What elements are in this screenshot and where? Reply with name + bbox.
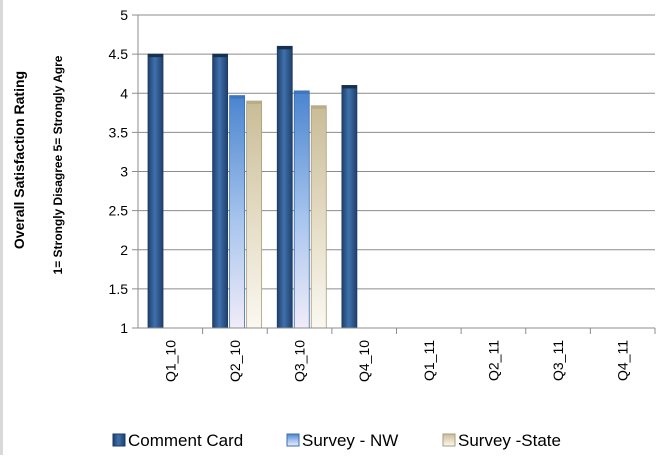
x-tick-label: Q3_10: [292, 340, 308, 382]
bar-comment-card: [147, 53, 164, 329]
bar-survey-nw: [293, 90, 310, 329]
legend-label: Survey -State: [458, 431, 561, 450]
y-tick-label: 1: [120, 320, 128, 336]
left-border: [0, 0, 3, 455]
y-axis-subtitle: 1= Strongly Disagree 5= Strongly Agre: [51, 55, 65, 274]
bar-cap: [148, 54, 163, 58]
legend-label: Comment Card: [128, 431, 243, 450]
bar-cap: [294, 90, 310, 94]
bar-survey-state: [310, 105, 327, 329]
x-tick-label: Q1_11: [421, 340, 437, 381]
bar-comment-card: [212, 53, 229, 329]
y-tick-label: 2: [120, 242, 128, 258]
bar-cap: [341, 85, 357, 89]
bar-comment-card: [341, 85, 358, 329]
bar-cap: [277, 46, 293, 50]
x-tick-label: Q3_11: [550, 340, 566, 381]
y-tick-label: 4.5: [109, 46, 129, 62]
bar-comment-card: [276, 45, 293, 329]
bar-cap: [246, 101, 262, 105]
legend-swatch: [442, 433, 456, 447]
legend-label: Survey - NW: [302, 431, 398, 450]
bar-survey-state: [246, 100, 263, 329]
x-tick-label: Q4_11: [615, 340, 631, 381]
x-tick-label: Q2_11: [485, 340, 501, 381]
bar-cap: [212, 54, 228, 58]
y-tick-label: 3: [120, 164, 128, 180]
legend-swatch: [286, 433, 300, 447]
bar-survey-nw: [229, 95, 246, 329]
y-tick-label: 2.5: [109, 203, 129, 219]
y-tick-label: 5: [120, 7, 128, 23]
y-tick-label: 4: [120, 85, 128, 101]
bar-cap: [311, 105, 327, 109]
x-tick-label: Q2_10: [227, 340, 243, 382]
y-tick-label: 1.5: [109, 281, 129, 297]
y-tick-label: 3.5: [109, 124, 129, 140]
x-tick-label: Q4_10: [356, 340, 372, 382]
bar-cap: [229, 95, 245, 99]
x-tick-label: Q1_10: [162, 340, 178, 382]
y-axis-title: Overall Satisfaction Rating: [11, 71, 27, 249]
legend-swatch: [112, 433, 126, 447]
